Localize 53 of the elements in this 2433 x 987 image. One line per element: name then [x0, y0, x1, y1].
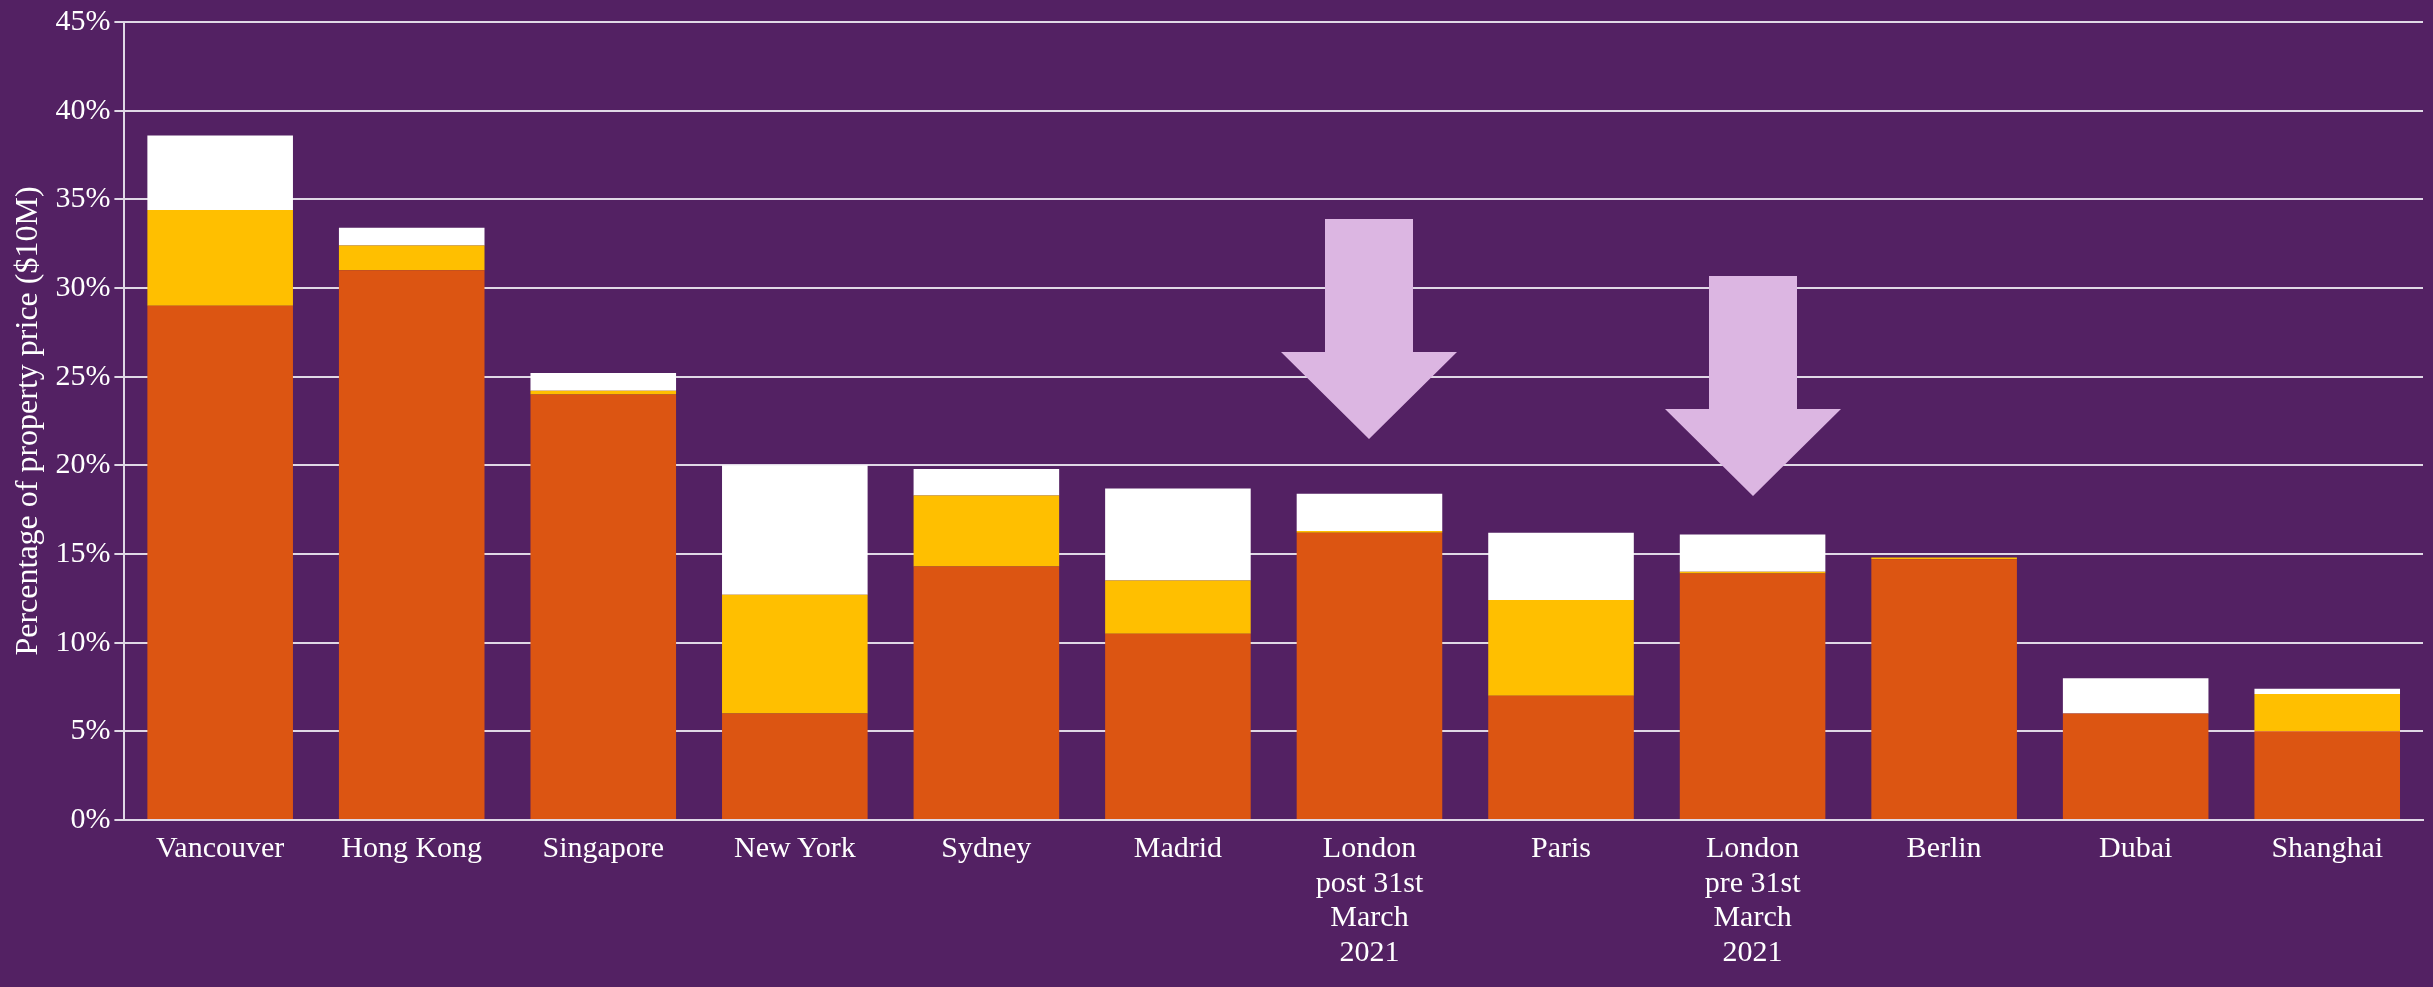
x-tick-label: Singapore: [542, 830, 665, 864]
bar: [722, 465, 868, 595]
bar: [1296, 493, 1443, 531]
bar: [1105, 488, 1251, 581]
bar: [2254, 694, 2401, 732]
bar: [1679, 573, 1826, 819]
x-tick-label: New York: [733, 830, 856, 864]
y-axis-title: Percentage of property price ($10M): [7, 186, 44, 656]
bar: [722, 713, 868, 819]
bar: [913, 495, 1060, 567]
bar: [2254, 688, 2401, 695]
x-tick-label: Shanghai: [2271, 830, 2384, 864]
bar: [530, 373, 677, 391]
bar: [1488, 532, 1634, 601]
x-tick-label: Hong Kong: [341, 830, 483, 864]
x-tick-label: Paris: [1531, 830, 1592, 864]
bar: [147, 135, 293, 210]
y-tick-label: 25%: [55, 357, 111, 391]
y-tick-label: 40%: [55, 91, 111, 125]
x-tick-label: London pre 31st March 2021: [1704, 830, 1802, 967]
y-tick-label: 5%: [70, 712, 111, 746]
bar: [2062, 713, 2209, 819]
bar: [1296, 532, 1443, 819]
bar: [1679, 534, 1826, 572]
y-tick-label: 45%: [55, 2, 111, 36]
y-tick-label: 15%: [55, 534, 111, 568]
y-tick-label: 20%: [55, 446, 111, 480]
bar: [1871, 559, 2017, 819]
bar: [913, 566, 1060, 819]
bar: [530, 394, 677, 819]
x-tick-label: Madrid: [1133, 830, 1223, 864]
bar: [338, 245, 485, 271]
y-tick-label: 30%: [55, 268, 111, 302]
bar: [1488, 600, 1634, 696]
y-tick-label: 10%: [55, 623, 111, 657]
y-tick-label: 35%: [55, 180, 111, 214]
bar: [2254, 731, 2401, 819]
y-tick-label: 0%: [70, 800, 111, 834]
bar: [1105, 633, 1251, 819]
bar: [1105, 580, 1251, 634]
bar: [1488, 695, 1634, 819]
x-tick-label: London post 31st March 2021: [1315, 830, 1424, 967]
x-tick-label: Dubai: [2099, 830, 2173, 864]
x-tick-label: Vancouver: [156, 830, 285, 864]
bar: [2062, 678, 2209, 714]
x-tick-label: Sydney: [941, 830, 1032, 864]
bar: [338, 270, 485, 819]
x-tick-label: Berlin: [1906, 830, 1982, 864]
bar: [722, 594, 868, 714]
bar: [147, 209, 293, 306]
bar: [147, 305, 293, 819]
bar: [338, 227, 485, 246]
bar: [913, 468, 1060, 496]
